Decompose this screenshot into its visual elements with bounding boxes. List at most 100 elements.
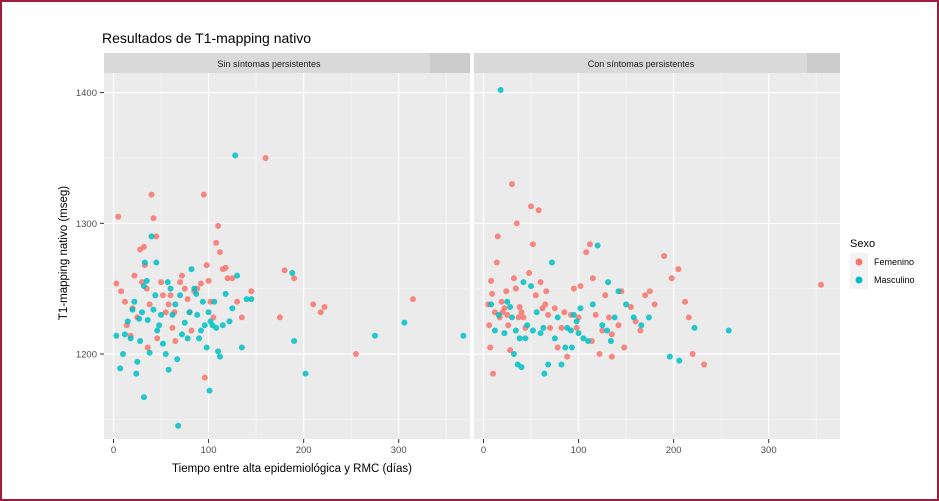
point-femenino [689, 351, 696, 358]
point-masculino [615, 288, 622, 295]
point-femenino [608, 353, 615, 360]
point-femenino [504, 311, 511, 318]
point-femenino [203, 262, 210, 269]
point-femenino [281, 267, 288, 274]
point-masculino [554, 314, 561, 321]
point-masculino [113, 332, 120, 339]
point-femenino [573, 324, 580, 331]
point-masculino [139, 309, 146, 316]
point-masculino [512, 327, 519, 334]
point-masculino [291, 337, 298, 344]
point-masculino [568, 344, 575, 351]
x-tick-label: 200 [666, 445, 682, 456]
point-masculino [630, 314, 637, 321]
point-masculino [169, 311, 176, 318]
point-masculino [158, 311, 165, 318]
legend-swatch-masculino [855, 276, 863, 284]
point-femenino [153, 233, 160, 240]
point-masculino [234, 272, 241, 279]
point-femenino [586, 241, 593, 248]
point-femenino [507, 347, 514, 354]
point-masculino [211, 298, 218, 305]
point-femenino [159, 292, 166, 299]
strip-left-bg [104, 53, 470, 73]
legend-label-femenino: Femenino [874, 257, 914, 267]
point-femenino [520, 314, 527, 321]
strip-label-right: Con síntomas persistentes [588, 59, 695, 69]
point-masculino [509, 314, 516, 321]
point-femenino [529, 241, 536, 248]
point-masculino [150, 306, 157, 313]
point-masculino [216, 353, 223, 360]
point-masculino [516, 335, 523, 342]
point-masculino [201, 322, 208, 329]
legend: Sexo Femenino Masculino [850, 238, 915, 289]
point-femenino [518, 309, 525, 316]
point-masculino [623, 301, 630, 308]
point-masculino [193, 290, 200, 297]
point-femenino [215, 222, 222, 229]
point-masculino [460, 332, 467, 339]
point-masculino [165, 366, 172, 373]
point-masculino [501, 330, 508, 337]
y-axis: 1200 1300 1400 [76, 88, 104, 361]
point-femenino [605, 314, 612, 321]
panel-right-bg [474, 73, 840, 439]
point-masculino [589, 301, 596, 308]
strip-right-bg [474, 53, 840, 73]
x-axis: 0 100 200 300 0 100 200 300 [111, 439, 777, 456]
x-tick-label: 0 [481, 445, 486, 456]
point-masculino [676, 357, 683, 364]
point-masculino [507, 303, 514, 310]
point-masculino [520, 279, 527, 286]
point-masculino [177, 292, 184, 299]
point-masculino [725, 327, 732, 334]
point-masculino [302, 370, 309, 377]
point-femenino [148, 191, 155, 198]
point-masculino [518, 364, 525, 371]
point-femenino [216, 249, 223, 256]
point-femenino [490, 370, 497, 377]
point-femenino [513, 220, 520, 227]
point-femenino [545, 311, 552, 318]
strip-label-left: Sin síntomas persistentes [217, 59, 321, 69]
point-femenino [489, 290, 496, 297]
point-femenino [501, 305, 508, 312]
legend-swatch-femenino [855, 258, 863, 266]
point-masculino [143, 277, 150, 284]
point-masculino [504, 298, 511, 305]
y-tick-label: 1300 [76, 219, 97, 230]
point-masculino [371, 332, 378, 339]
point-femenino [646, 288, 653, 295]
point-masculino [232, 152, 239, 159]
point-femenino [310, 301, 317, 308]
point-femenino [516, 303, 523, 310]
point-masculino [136, 315, 143, 322]
point-masculino [184, 335, 191, 342]
point-femenino [685, 314, 692, 321]
point-masculino [666, 353, 673, 360]
point-masculino [522, 335, 529, 342]
point-femenino [172, 337, 179, 344]
point-femenino [113, 280, 120, 287]
point-masculino [153, 259, 160, 266]
point-femenino [162, 309, 169, 316]
point-femenino [554, 344, 561, 351]
point-masculino [156, 322, 163, 329]
point-femenino [234, 298, 241, 305]
point-femenino [487, 344, 494, 351]
point-masculino [144, 317, 151, 324]
point-masculino [580, 335, 587, 342]
point-masculino [186, 309, 193, 316]
point-masculino [137, 337, 144, 344]
point-masculino [188, 266, 195, 273]
point-femenino [222, 264, 229, 271]
point-femenino [542, 301, 549, 308]
point-masculino [141, 259, 148, 266]
point-femenino [577, 283, 584, 290]
point-femenino [637, 327, 644, 334]
point-masculino [537, 330, 544, 337]
point-femenino [181, 285, 188, 292]
point-femenino [224, 275, 231, 282]
